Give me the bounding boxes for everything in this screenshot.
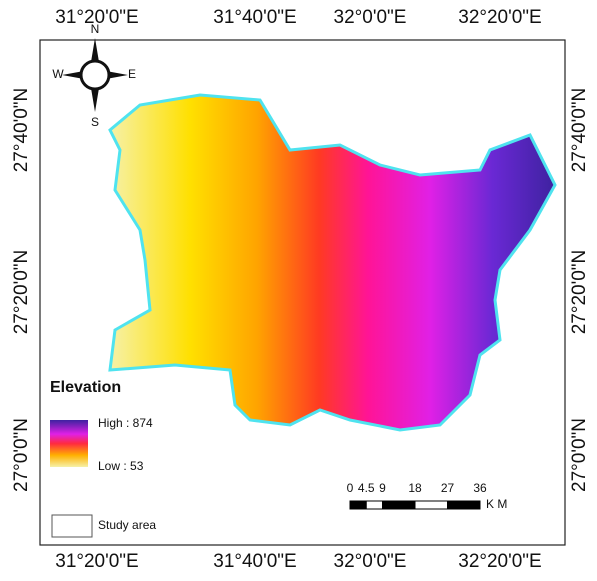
compass-e: E xyxy=(128,67,136,81)
legend-study-box xyxy=(52,515,92,537)
scale-label: 36 xyxy=(473,481,487,495)
lon-label: 31°40'0"E xyxy=(213,551,296,572)
lat-label: 27°40'0"N xyxy=(569,88,590,173)
scale-segment xyxy=(448,501,481,509)
lon-label: 32°20'0"E xyxy=(458,551,541,572)
lat-label: 27°0'0"N xyxy=(569,418,590,492)
compass-n: N xyxy=(91,22,100,36)
legend-high: High : 874 xyxy=(98,416,153,430)
lon-label: 31°40'0"E xyxy=(213,7,296,28)
legend-low: Low : 53 xyxy=(98,459,144,473)
scale-segment xyxy=(350,501,366,509)
lat-label: 27°20'0"N xyxy=(11,250,32,335)
scale-label: 18 xyxy=(408,481,422,495)
scale-label: 0 xyxy=(347,481,354,495)
scale-label: 4.5 xyxy=(358,481,375,495)
scale-segment xyxy=(366,501,382,509)
compass-w: W xyxy=(52,67,64,81)
legend-title: Elevation xyxy=(50,379,121,396)
compass-s: S xyxy=(91,115,99,129)
scale-label: 9 xyxy=(379,481,386,495)
lat-label: 27°0'0"N xyxy=(11,418,32,492)
lat-label: 27°40'0"N xyxy=(11,88,32,173)
lon-label: 32°20'0"E xyxy=(458,7,541,28)
legend-ramp xyxy=(50,420,88,467)
scale-segment xyxy=(383,501,416,509)
legend-study: Study area xyxy=(98,518,156,532)
scale-segment xyxy=(415,501,448,509)
lat-label: 27°20'0"N xyxy=(569,250,590,335)
lon-label: 31°20'0"E xyxy=(55,551,138,572)
lon-label: 32°0'0"E xyxy=(334,7,407,28)
lon-label: 32°0'0"E xyxy=(334,551,407,572)
scale-unit: K M xyxy=(486,497,507,511)
map: 31°20'0"E 31°40'0"E 32°0'0"E 32°20'0"E 3… xyxy=(0,0,597,581)
scale-label: 27 xyxy=(441,481,455,495)
